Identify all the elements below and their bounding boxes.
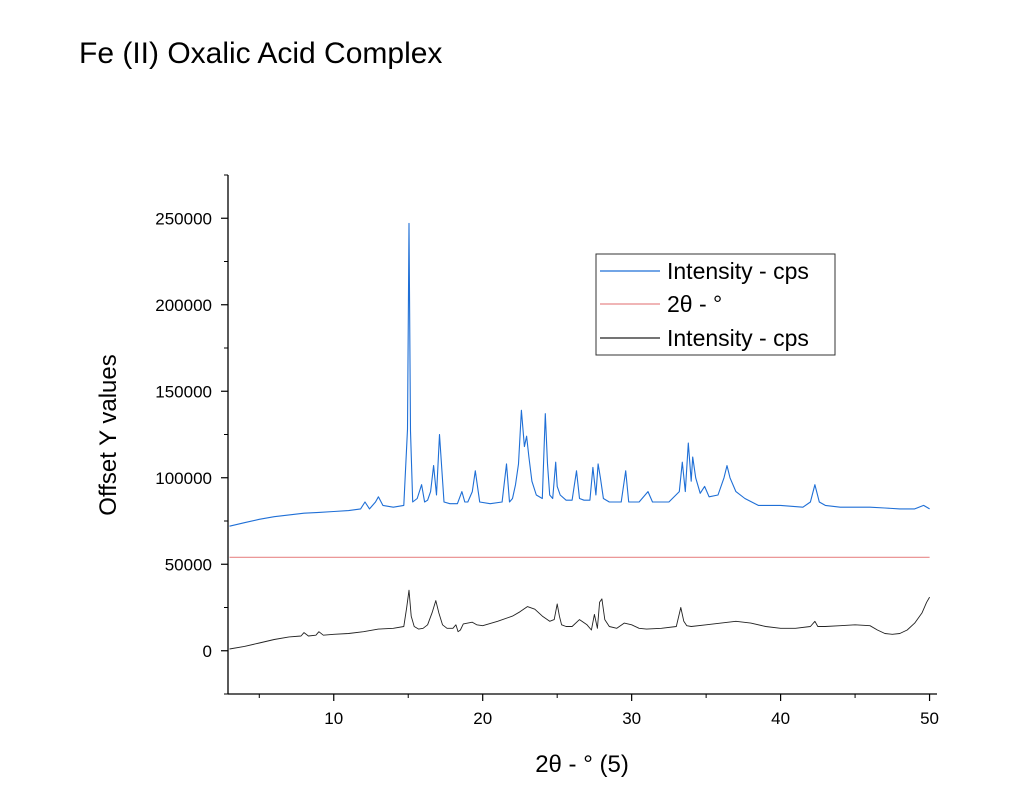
y-tick-label: 50000 [165,555,212,574]
series-line-3 [229,589,930,650]
y-axis-title: Offset Y values [95,354,122,515]
x-tick-label: 40 [771,709,790,728]
y-tick-label: 250000 [155,209,212,228]
axes-layer: 0 50000 100000 150000 200000 250000 10 20 30 40 50 [155,174,939,728]
x-tick-label: 50 [920,709,939,728]
legend-label: 2θ - ° [667,291,722,317]
legend-label: Intensity - cps [667,325,809,351]
series-layer [229,222,930,650]
chart-title: Fe (II) Oxalic Acid Complex [79,37,443,70]
y-tick-label: 100000 [155,469,212,488]
legend-label: Intensity - cps [667,258,809,284]
y-tick-label: 200000 [155,296,212,315]
x-tick-label: 30 [622,709,641,728]
x-tick-label: 10 [324,709,343,728]
y-tick-label: 0 [203,642,212,661]
legend: Intensity - cps 2θ - ° Intensity - cps [595,253,836,356]
x-tick-label: 20 [473,709,492,728]
x-axis-title: 2θ - ° (5) [535,751,629,778]
y-tick-label: 150000 [155,382,212,401]
series-line-1 [229,222,930,527]
